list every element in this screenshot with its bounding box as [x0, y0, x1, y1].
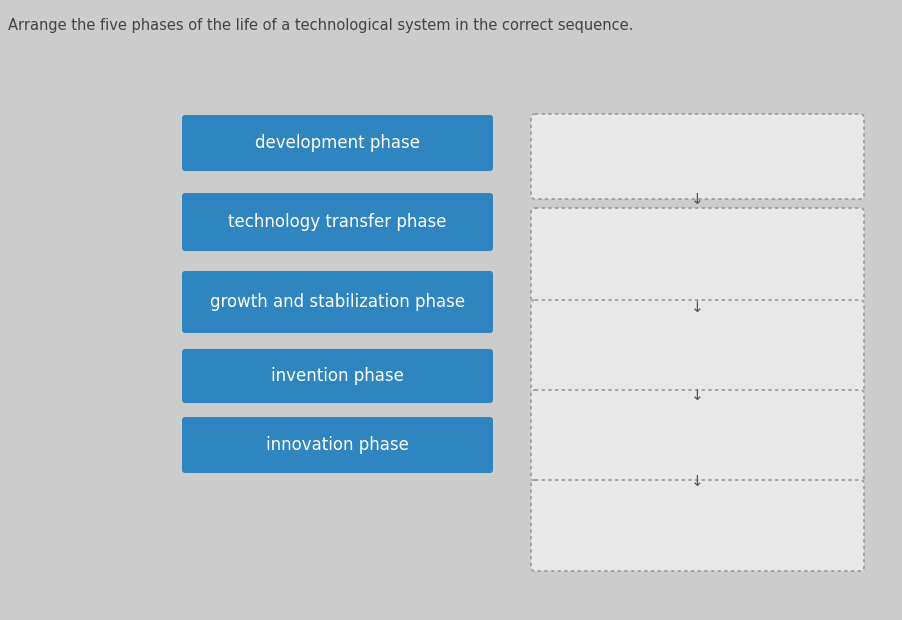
Text: Arrange the five phases of the life of a technological system in the correct seq: Arrange the five phases of the life of a… — [8, 18, 633, 33]
Text: invention phase: invention phase — [272, 367, 404, 385]
FancyBboxPatch shape — [531, 114, 864, 199]
FancyBboxPatch shape — [182, 349, 493, 403]
Text: growth and stabilization phase: growth and stabilization phase — [210, 293, 465, 311]
FancyBboxPatch shape — [182, 271, 493, 333]
FancyBboxPatch shape — [182, 115, 493, 171]
FancyBboxPatch shape — [182, 193, 493, 251]
FancyBboxPatch shape — [531, 300, 864, 392]
Text: technology transfer phase: technology transfer phase — [228, 213, 446, 231]
Text: development phase: development phase — [255, 134, 420, 152]
Text: ↓: ↓ — [691, 474, 704, 490]
FancyBboxPatch shape — [182, 417, 493, 473]
FancyBboxPatch shape — [531, 390, 864, 481]
Text: ↓: ↓ — [691, 299, 704, 314]
FancyBboxPatch shape — [531, 208, 864, 302]
Text: ↓: ↓ — [691, 388, 704, 402]
Text: ↓: ↓ — [691, 192, 704, 208]
FancyBboxPatch shape — [531, 480, 864, 571]
Text: innovation phase: innovation phase — [266, 436, 409, 454]
